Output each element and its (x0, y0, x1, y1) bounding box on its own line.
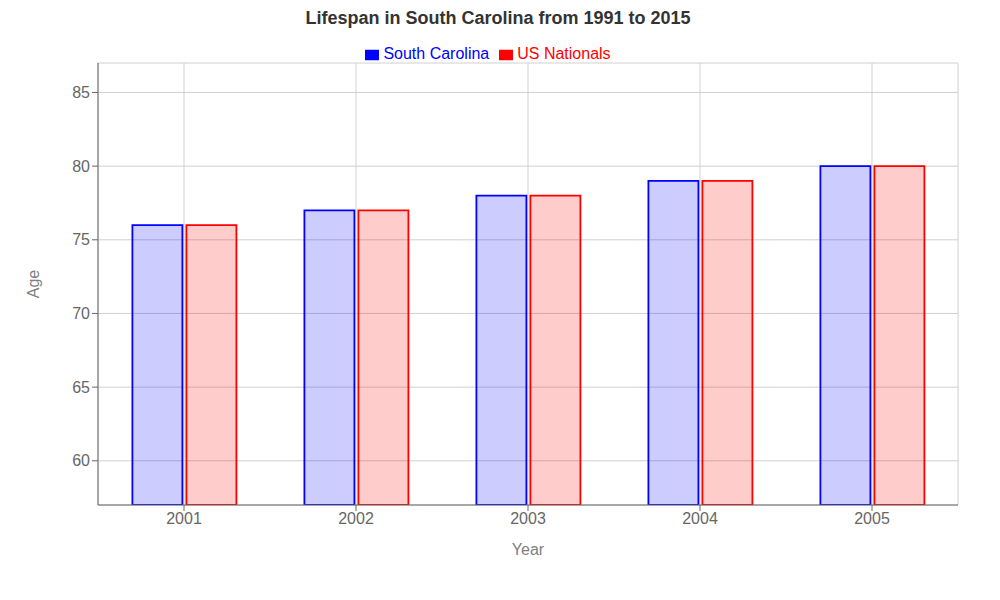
html-text:US Nationals: US Nationals (517, 45, 611, 62)
svg-text:70: 70 (72, 305, 90, 322)
svg-text:Age: Age (25, 270, 42, 299)
svg-text:2003: 2003 (510, 510, 546, 527)
svg-text:2005: 2005 (854, 510, 890, 527)
svg-text:75: 75 (72, 231, 90, 248)
svg-text:85: 85 (72, 84, 90, 101)
svg-text:2004: 2004 (682, 510, 718, 527)
svg-text:60: 60 (72, 452, 90, 469)
html-text:Lifespan in South Carolina fro: Lifespan in South Carolina from 1991 to … (305, 8, 691, 28)
svg-text:2002: 2002 (338, 510, 374, 527)
svg-text:65: 65 (72, 379, 90, 396)
svg-text:2001: 2001 (166, 510, 202, 527)
html-text:South Carolina: South Carolina (383, 45, 490, 62)
svg-text:80: 80 (72, 158, 90, 175)
svg-text:Year: Year (512, 541, 545, 558)
